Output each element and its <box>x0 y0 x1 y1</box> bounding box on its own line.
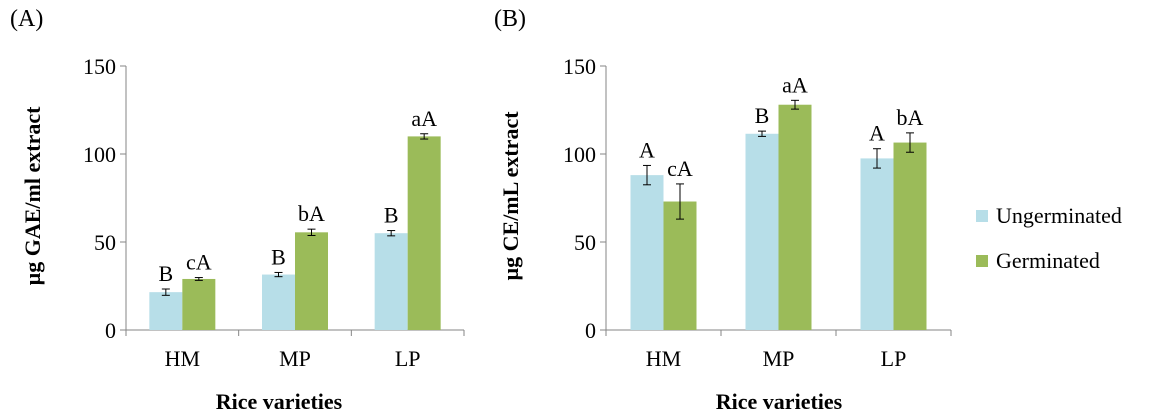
chart-b-ylabel: µg CE/mL extract <box>498 111 523 281</box>
legend-label-germinated: Germinated <box>996 248 1100 273</box>
chart-b-bar-germinated-hm <box>663 201 697 330</box>
panel-b-label: (B) <box>494 6 526 32</box>
chart-b-significance-label: A <box>869 121 885 146</box>
chart-a-significance-label: B <box>158 261 173 286</box>
chart-b-bar-ungerminated-mp <box>745 133 779 330</box>
chart-a-x-tick-label: MP <box>279 346 311 371</box>
chart-a-significance-label: bA <box>298 201 325 226</box>
chart-b-bar-germinated-mp <box>778 104 812 330</box>
chart-a-bar-ungerminated-lp <box>374 233 408 330</box>
chart-b-y-tick-label: 150 <box>563 54 596 79</box>
chart-b-y-tick-label: 0 <box>585 318 596 343</box>
panel-b: (B) 0 50 100 150 HM AcA MP BaA LP AbA µg CE/mL ex… <box>494 6 952 414</box>
panel-a: (A) 0 50 100 150 HM B cA MP BbA LP BaA µg GAE/ml e… <box>10 6 465 414</box>
chart-a-bar-germinated-mp <box>295 232 328 330</box>
chart-b-xlabel: Rice varieties <box>716 389 843 414</box>
chart-b-significance-label: aA <box>782 72 808 97</box>
chart-b-y-tick-label: 50 <box>574 230 596 255</box>
chart-a-bar-germinated-hm <box>182 278 216 330</box>
legend-swatch-ungerminated <box>976 210 988 222</box>
chart-b-x-tick-label: LP <box>881 346 907 371</box>
chart-a-bar-ungerminated-mp <box>262 274 295 330</box>
legend-label-ungerminated: Ungerminated <box>996 203 1122 228</box>
chart-b-significance-label: cA <box>667 156 693 181</box>
chart-a-y-tick-label: 0 <box>105 318 116 343</box>
chart-b-significance-label: B <box>755 103 770 128</box>
chart-a-x-tick-label: LP <box>395 346 421 371</box>
chart-a-bar-germinated-lp <box>407 136 441 330</box>
chart-b-bar-ungerminated-lp <box>860 158 894 330</box>
chart-a-significance-label: B <box>384 203 399 228</box>
chart-a-significance-label: cA <box>186 250 212 275</box>
chart-a-y-tick-label: 150 <box>83 54 116 79</box>
chart-b-x-tick-label: HM <box>646 346 681 371</box>
chart-a-significance-label: B <box>271 244 286 269</box>
legend-swatch-germinated <box>976 255 988 267</box>
chart-a-y-tick-label: 50 <box>94 230 116 255</box>
chart-a-x-tick-label: HM <box>165 346 200 371</box>
chart-a: 0 50 100 150 HM B cA MP BbA LP BaA <box>83 54 465 371</box>
chart-b-significance-label: bA <box>897 105 924 130</box>
chart-b-x-tick-label: MP <box>763 346 795 371</box>
chart-a-significance-label: aA <box>411 106 437 131</box>
chart-b-bar-germinated-lp <box>893 142 927 330</box>
chart-a-ylabel: µg GAE/ml extract <box>20 106 45 286</box>
chart-b-bar-ungerminated-hm <box>630 175 664 330</box>
chart-b: 0 50 100 150 HM AcA MP BaA LP AbA <box>563 54 952 371</box>
chart-b-significance-label: A <box>639 137 655 162</box>
chart-a-y-tick-label: 100 <box>83 142 116 167</box>
chart-b-y-tick-label: 100 <box>563 142 596 167</box>
panel-a-label: (A) <box>10 6 43 32</box>
chart-a-bar-ungerminated-hm <box>149 292 183 330</box>
chart-a-xlabel: Rice varieties <box>216 389 343 414</box>
legend: Ungerminated Germinated <box>976 203 1122 273</box>
